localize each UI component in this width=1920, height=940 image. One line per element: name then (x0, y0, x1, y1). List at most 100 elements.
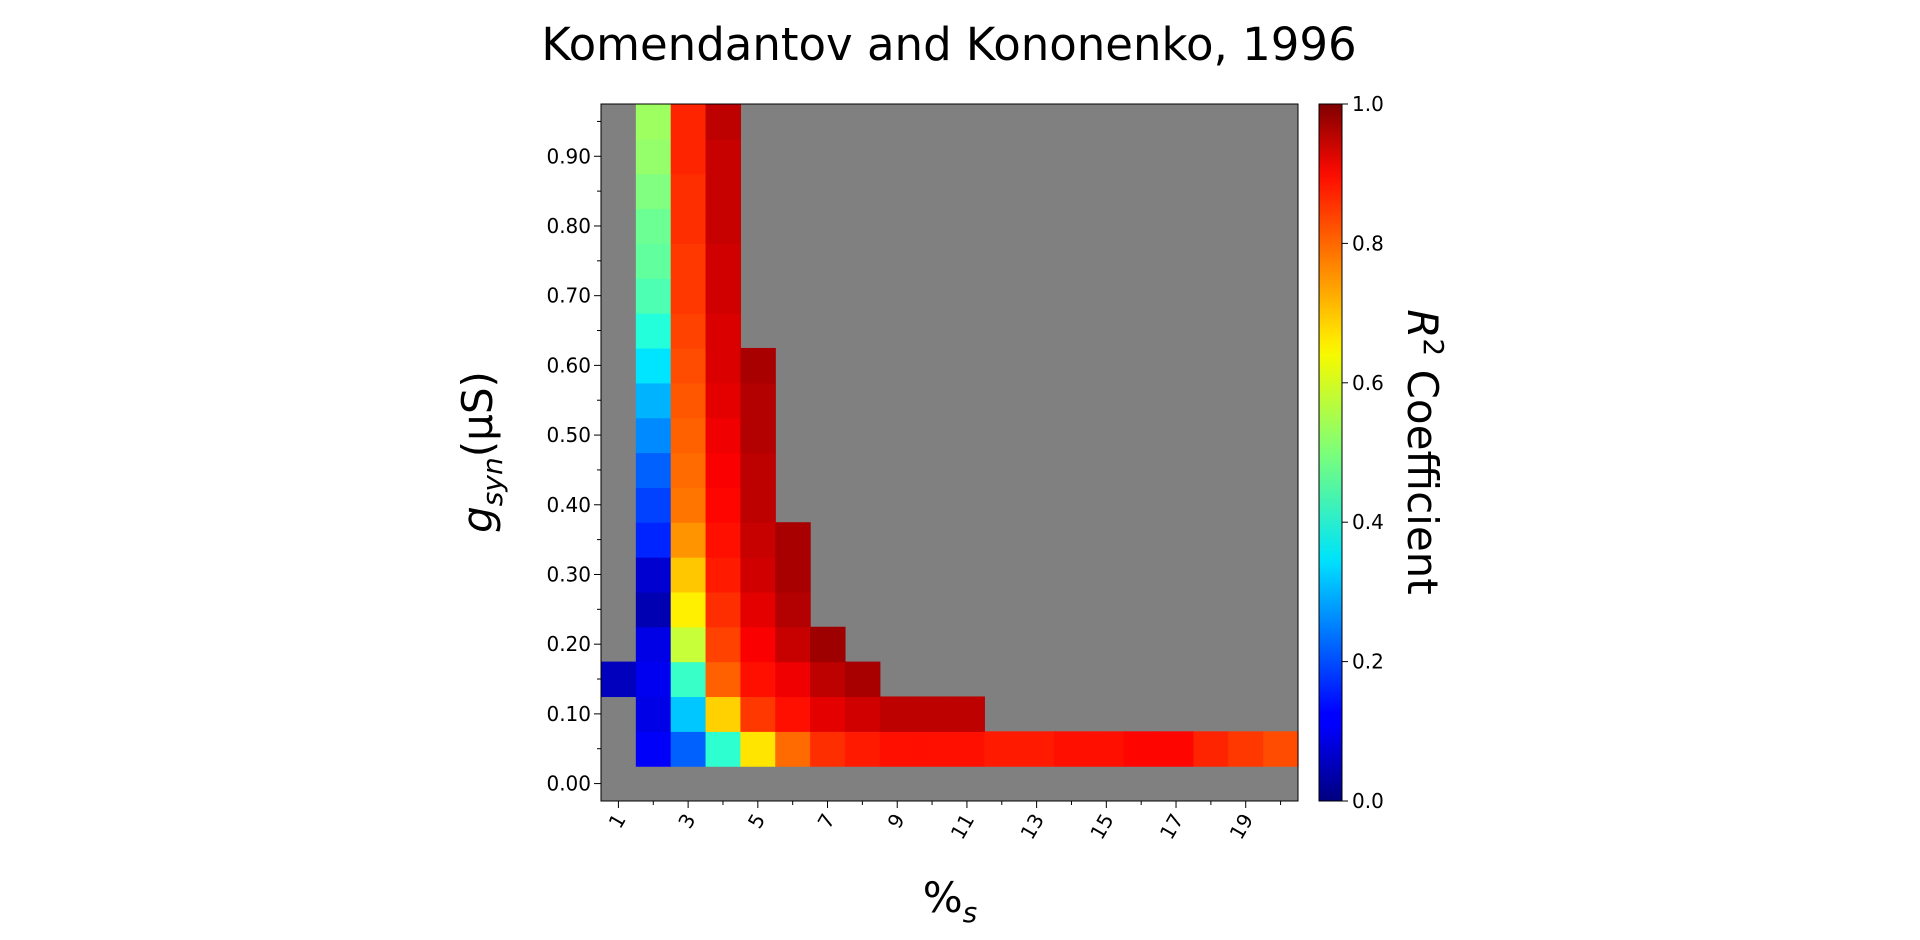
heatmap-cell (740, 487, 776, 523)
x-tick-label: 15 (1085, 810, 1119, 844)
heatmap-cell (740, 522, 776, 558)
colorbar-ticks: 0.0 0.2 0.4 0.6 0.8 1.0 (1342, 92, 1384, 813)
heatmap-cell (705, 626, 741, 663)
y-tick-label: 0.50 (546, 423, 591, 447)
heatmap-cell (670, 278, 707, 314)
heatmap-cell (914, 731, 951, 767)
heatmap-cell (705, 138, 741, 175)
heatmap-cell (670, 591, 707, 628)
heatmap-cell (705, 731, 741, 767)
x-tick-label: 17 (1155, 810, 1189, 844)
heatmap-cell (740, 731, 776, 767)
heatmap-cell (775, 591, 811, 628)
heatmap-cell (705, 382, 741, 419)
heatmap-cell (635, 731, 672, 767)
heatmap-cell (670, 522, 707, 558)
y-tick-label: 0.20 (546, 632, 591, 656)
y-tick-label: 0.10 (546, 702, 591, 726)
heatmap-cell (1263, 731, 1299, 767)
heatmap-cell (705, 173, 741, 210)
heatmap-cell (1193, 731, 1229, 767)
heatmap-cell (670, 661, 707, 698)
x-tick-label: 5 (743, 810, 770, 833)
heatmap-cell (705, 696, 741, 732)
heatmap-cell (705, 452, 741, 488)
heatmap-cell (844, 696, 881, 732)
colorbar-tick-label: 1.0 (1352, 92, 1384, 116)
x-tick-label: 7 (813, 810, 840, 833)
heatmap-cell (635, 452, 672, 488)
heatmap-cell (705, 522, 741, 558)
heatmap-cell (601, 661, 637, 698)
heatmap-cell (844, 731, 881, 767)
heatmap-cell (670, 208, 707, 244)
heatmap-cell (740, 591, 776, 628)
x-axis: 1 3 5 7 9 11 13 15 17 19 (604, 801, 1282, 844)
heatmap-cell (810, 626, 846, 663)
y-axis-label: gsyn(μS) (453, 371, 509, 533)
y-tick-label: 0.80 (546, 214, 591, 238)
heatmap-cell (810, 696, 846, 732)
heatmap-cell (740, 626, 776, 663)
colorbar-tick-label: 0.8 (1352, 231, 1384, 255)
heatmap-cell (740, 557, 776, 593)
heatmap-cell (635, 522, 672, 558)
heatmap-cell (705, 347, 741, 384)
heatmap-cells (601, 104, 1299, 801)
x-tick-label: 3 (673, 810, 700, 833)
heatmap-cell (635, 661, 672, 698)
heatmap-cell (914, 696, 951, 732)
heatmap-cell (670, 626, 707, 663)
y-tick-label: 0.60 (546, 353, 591, 377)
heatmap-cell (705, 278, 741, 314)
heatmap-cell (775, 731, 811, 767)
heatmap-cell (635, 591, 672, 628)
heatmap-cell (740, 452, 776, 488)
heatmap-cell (670, 382, 707, 419)
x-tick-label: 13 (1015, 810, 1049, 844)
heatmap-cell (810, 661, 846, 698)
x-tick-label: 9 (882, 810, 909, 833)
heatmap-cell (670, 173, 707, 210)
heatmap-cell (1123, 731, 1160, 767)
heatmap-cell (670, 347, 707, 384)
heatmap-cell (775, 661, 811, 698)
heatmap-cell (740, 347, 776, 384)
heatmap-cell (705, 243, 741, 279)
heatmap-cell (670, 138, 707, 175)
heatmap-cell (1228, 731, 1264, 767)
heatmap-cell (705, 313, 741, 349)
colorbar-tick-label: 0.4 (1352, 510, 1384, 534)
heatmap-cell (949, 731, 985, 767)
heatmap-cell (775, 696, 811, 732)
heatmap-cell (879, 696, 916, 732)
chart-title: Komendantov and Kononenko, 1996 (541, 18, 1356, 71)
heatmap-cell (635, 557, 672, 593)
heatmap-cell (705, 417, 741, 454)
heatmap-cell (635, 313, 672, 349)
heatmap-cell (1088, 731, 1125, 767)
heatmap-cell (670, 696, 707, 732)
heatmap-cell (844, 661, 881, 698)
x-axis-label: %s (923, 873, 978, 929)
y-tick-label: 0.30 (546, 562, 591, 586)
heatmap-cell (670, 417, 707, 454)
heatmap-cell (635, 173, 672, 210)
heatmap-cell (670, 313, 707, 349)
heatmap-cell (1158, 731, 1195, 767)
heatmap-cell (635, 243, 672, 279)
heatmap-cell (670, 487, 707, 523)
heatmap-cell (740, 382, 776, 419)
heatmap-cell (635, 104, 672, 140)
heatmap-cell (670, 452, 707, 488)
heatmap-cell (670, 731, 707, 767)
heatmap-cell (635, 626, 672, 663)
colorbar-tick-label: 0.0 (1352, 789, 1384, 813)
plot-frame (600, 103, 1299, 802)
heatmap-cell (705, 591, 741, 628)
heatmap-cell (670, 104, 707, 140)
heatmap-cell (1019, 731, 1055, 767)
heatmap-cell (984, 731, 1020, 767)
heatmap-cell (879, 731, 916, 767)
heatmap-cell (670, 557, 707, 593)
